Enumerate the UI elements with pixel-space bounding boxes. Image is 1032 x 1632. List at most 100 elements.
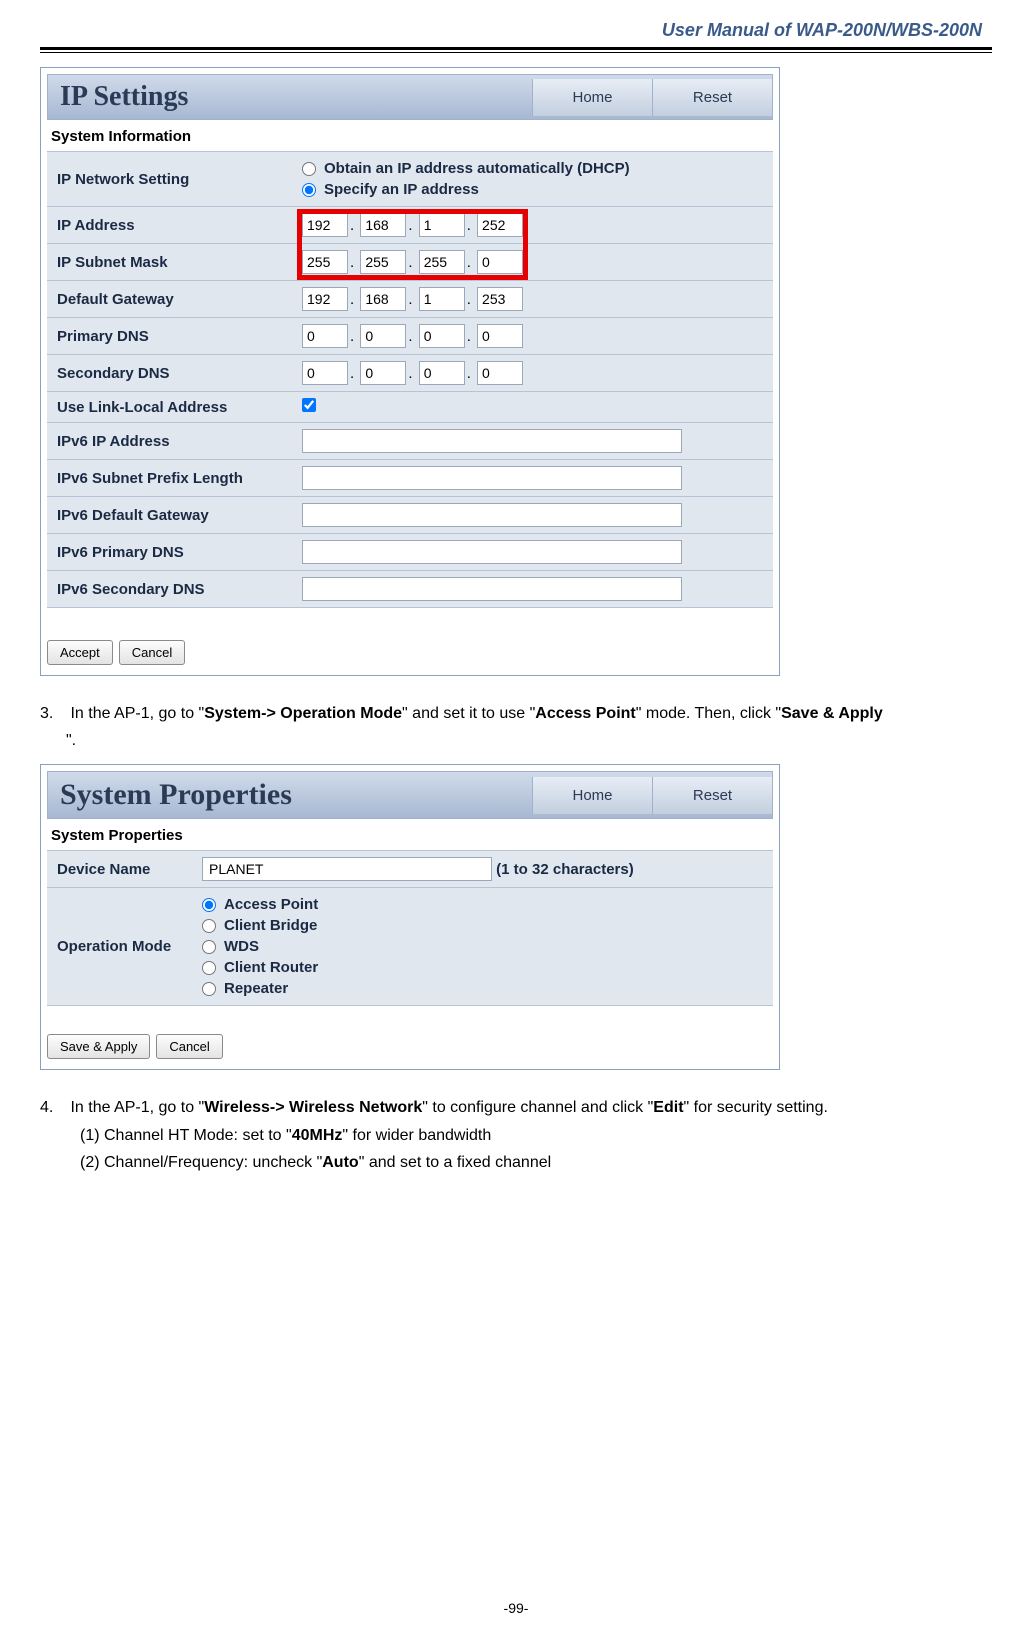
ip-octet-input[interactable] [302, 287, 348, 311]
ip-octet-input[interactable] [419, 250, 465, 274]
step4-b2: Edit [653, 1099, 683, 1116]
table-row: IP Subnet Mask . . . [47, 244, 773, 281]
ip-octet-input[interactable] [419, 361, 465, 385]
table-row: IP Address . . . [47, 207, 773, 244]
ip-octet-input[interactable] [419, 287, 465, 311]
ip-octet-input[interactable] [360, 287, 406, 311]
cancel-button[interactable]: Cancel [156, 1034, 222, 1059]
step4-sub1-post: " for wider bandwidth [342, 1127, 491, 1144]
step4-sub1-pre: (1) Channel HT Mode: set to " [80, 1127, 292, 1144]
step3-mid1: " and set it to use " [402, 705, 535, 722]
operation-mode-label: Operation Mode [47, 888, 192, 1006]
ip-network-setting-label: IP Network Setting [47, 152, 292, 207]
mode-wds-radio[interactable] [202, 940, 216, 954]
reset-button[interactable]: Reset [652, 79, 772, 116]
ip-octet-input[interactable] [477, 324, 523, 348]
mode-rp-radio[interactable] [202, 982, 216, 996]
step4-sub1-b: 40MHz [292, 1127, 343, 1144]
ip-octet-input[interactable] [302, 213, 348, 237]
ip-settings-buttons: Accept Cancel [47, 632, 773, 669]
system-info-section: System Information [47, 120, 773, 151]
sys-props-table: Device Name (1 to 32 characters) Operati… [47, 850, 773, 1006]
ipv6-prefix-input[interactable] [302, 466, 682, 490]
doc-header: User Manual of WAP-200N/WBS-200N [40, 20, 992, 41]
step4-text: 4. In the AP-1, go to "Wireless-> Wirele… [40, 1094, 992, 1176]
device-name-input[interactable] [202, 857, 492, 881]
table-row: Default Gateway . . . [47, 281, 773, 318]
mode-cb-radio[interactable] [202, 919, 216, 933]
divider-thick [40, 47, 992, 50]
table-row: Secondary DNS . . . [47, 355, 773, 392]
ip-octet-input[interactable] [477, 213, 523, 237]
static-label: Specify an IP address [324, 181, 479, 198]
step4-pre: In the AP-1, go to " [70, 1099, 204, 1116]
ip-network-setting-value: Obtain an IP address automatically (DHCP… [292, 152, 773, 207]
ip-octet-input[interactable] [360, 361, 406, 385]
ip-octet-input[interactable] [360, 213, 406, 237]
ipv6-gw-input[interactable] [302, 503, 682, 527]
secondary-dns-value: . . . [292, 355, 773, 392]
ip-octet-input[interactable] [419, 213, 465, 237]
dhcp-label: Obtain an IP address automatically (DHCP… [324, 160, 630, 177]
secondary-dns-label: Secondary DNS [47, 355, 292, 392]
ip-subnet-label: IP Subnet Mask [47, 244, 292, 281]
link-local-checkbox[interactable] [302, 398, 316, 412]
link-local-value [292, 392, 773, 423]
ip-octet-input[interactable] [360, 324, 406, 348]
table-row: IPv6 Subnet Prefix Length [47, 460, 773, 497]
step4-sub2-b: Auto [322, 1154, 358, 1171]
ip-octet-input[interactable] [302, 361, 348, 385]
link-local-label: Use Link-Local Address [47, 392, 292, 423]
ip-octet-input[interactable] [477, 287, 523, 311]
ip-octet-input[interactable] [419, 324, 465, 348]
dhcp-radio[interactable] [302, 162, 316, 176]
divider-thin [40, 52, 992, 53]
device-name-value: (1 to 32 characters) [192, 851, 773, 888]
operation-mode-value: Access Point Client Bridge WDS Client Ro… [192, 888, 773, 1006]
static-radio[interactable] [302, 183, 316, 197]
home-button[interactable]: Home [532, 777, 652, 814]
ipv6-ip-input[interactable] [302, 429, 682, 453]
ip-octet-input[interactable] [302, 324, 348, 348]
table-row: IPv6 Default Gateway [47, 497, 773, 534]
sys-props-section: System Properties [47, 819, 773, 850]
mode-ap-radio[interactable] [202, 898, 216, 912]
ip-octet-input[interactable] [477, 250, 523, 274]
device-name-label: Device Name [47, 851, 192, 888]
ipv6-gw-value [292, 497, 773, 534]
step3-b2: Access Point [535, 705, 635, 722]
step3-number: 3. [40, 700, 66, 727]
table-row: Device Name (1 to 32 characters) [47, 851, 773, 888]
ipv6-sdns-input[interactable] [302, 577, 682, 601]
ip-octet-input[interactable] [477, 361, 523, 385]
reset-button[interactable]: Reset [652, 777, 772, 814]
ipv6-pdns-label: IPv6 Primary DNS [47, 534, 292, 571]
accept-button[interactable]: Accept [47, 640, 113, 665]
ipv6-prefix-label: IPv6 Subnet Prefix Length [47, 460, 292, 497]
sys-props-title: System Properties [48, 772, 532, 818]
table-row: IP Network Setting Obtain an IP address … [47, 152, 773, 207]
ipv6-pdns-value [292, 534, 773, 571]
step3-text: 3. In the AP-1, go to "System-> Operatio… [40, 700, 992, 754]
ipv6-sdns-label: IPv6 Secondary DNS [47, 571, 292, 608]
cancel-button[interactable]: Cancel [119, 640, 185, 665]
ipv6-gw-label: IPv6 Default Gateway [47, 497, 292, 534]
mode-cr-radio[interactable] [202, 961, 216, 975]
mode-rp-label: Repeater [224, 980, 288, 997]
ipv6-pdns-input[interactable] [302, 540, 682, 564]
ip-settings-table: IP Network Setting Obtain an IP address … [47, 151, 773, 608]
step4-number: 4. [40, 1094, 66, 1121]
ip-octet-input[interactable] [302, 250, 348, 274]
default-gateway-value: . . . [292, 281, 773, 318]
page-number: -99- [0, 1600, 1032, 1616]
ip-address-value: . . . [292, 207, 773, 244]
step4-sub2-post: " and set to a fixed channel [359, 1154, 551, 1171]
ip-octet-input[interactable] [360, 250, 406, 274]
step4-sub2-pre: (2) Channel/Frequency: uncheck " [80, 1154, 322, 1171]
home-button[interactable]: Home [532, 79, 652, 116]
table-row: Operation Mode Access Point Client Bridg… [47, 888, 773, 1006]
ipv6-ip-label: IPv6 IP Address [47, 423, 292, 460]
step3-b3: Save & Apply [781, 705, 883, 722]
step3-b1: System-> Operation Mode [204, 705, 402, 722]
save-apply-button[interactable]: Save & Apply [47, 1034, 150, 1059]
